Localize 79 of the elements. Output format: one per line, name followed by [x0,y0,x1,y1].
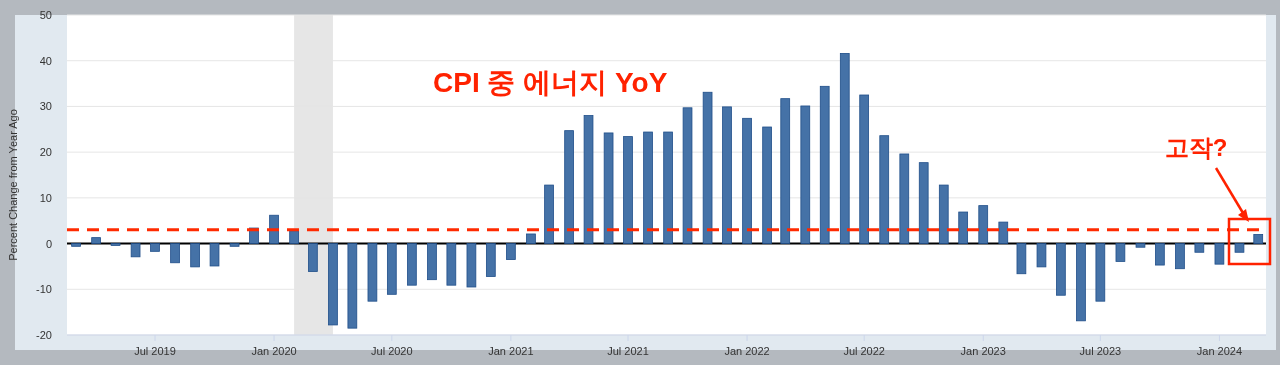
bar [722,106,732,244]
bar [780,98,791,244]
bar [1253,234,1264,244]
y-tick-label: 30 [39,100,52,113]
bar [427,243,437,281]
bar [190,243,200,268]
bar [663,131,673,244]
y-tick-label: 0 [45,237,52,250]
bar [1155,243,1165,266]
x-tick-label: Jan 2021 [488,345,534,357]
bar [938,184,949,244]
y-tick-label: 10 [39,191,52,204]
bar [289,230,299,244]
bar [879,135,890,244]
bar [583,115,594,244]
x-tick-label: Jan 2020 [251,345,297,357]
bar [446,243,457,286]
bar [1115,243,1126,262]
bar [978,205,989,244]
bar [466,243,477,288]
bar [643,131,653,244]
annotation: 고작? [1164,134,1228,161]
bar [859,94,870,244]
bar [407,243,417,286]
bar [762,126,772,244]
bar [170,243,180,264]
y-tick-label: -20 [36,329,52,341]
bar [229,243,240,247]
y-tick-label: 20 [39,146,52,159]
bar [544,184,554,244]
bar [1135,243,1146,248]
bar [91,237,101,244]
bar [1194,243,1205,253]
bar [1175,243,1185,270]
bar [623,136,633,244]
bar [564,130,574,244]
bar [682,107,693,244]
bar [506,243,516,260]
bar [1016,243,1027,275]
y-axis-title: Percent Change from Year Ago [7,109,19,261]
bar [819,85,830,244]
bar [1214,243,1225,265]
bar [839,53,850,244]
x-tick-label: Jul 2021 [607,345,649,357]
bar [1095,243,1106,302]
bar [918,162,929,244]
text: CPI 중 에너지 YoY [433,67,668,98]
bar [71,243,81,247]
bar [130,243,141,258]
bar [1076,243,1086,322]
bar [328,243,338,326]
bar [742,117,752,244]
x-tick-label: Jul 2020 [371,345,413,357]
bar [367,243,378,302]
x-tick-label: Jan 2024 [1196,345,1243,357]
x-tick-label: Jul 2022 [843,345,885,357]
bar [347,243,358,329]
bar [209,243,220,267]
x-tick-label: Jan 2022 [724,345,770,357]
bar [1234,243,1245,253]
bar [800,105,811,244]
bar [899,153,910,244]
bar [386,243,397,295]
bar [485,243,496,277]
bar [308,243,318,272]
y-tick-label: 40 [39,54,52,67]
bar [1036,243,1047,268]
bar [150,243,160,252]
x-tick-label: Jan 2023 [960,345,1006,357]
y-tick-label: -10 [36,283,52,296]
bar [526,233,536,244]
x-tick-label: Jul 2019 [134,345,176,357]
bar [603,132,614,244]
bar [998,221,1009,244]
x-tick-label: Jul 2023 [1079,345,1122,357]
bar [958,211,969,244]
bar [1056,243,1066,296]
y-tick-label: 50 [39,9,52,21]
bar [702,91,713,244]
